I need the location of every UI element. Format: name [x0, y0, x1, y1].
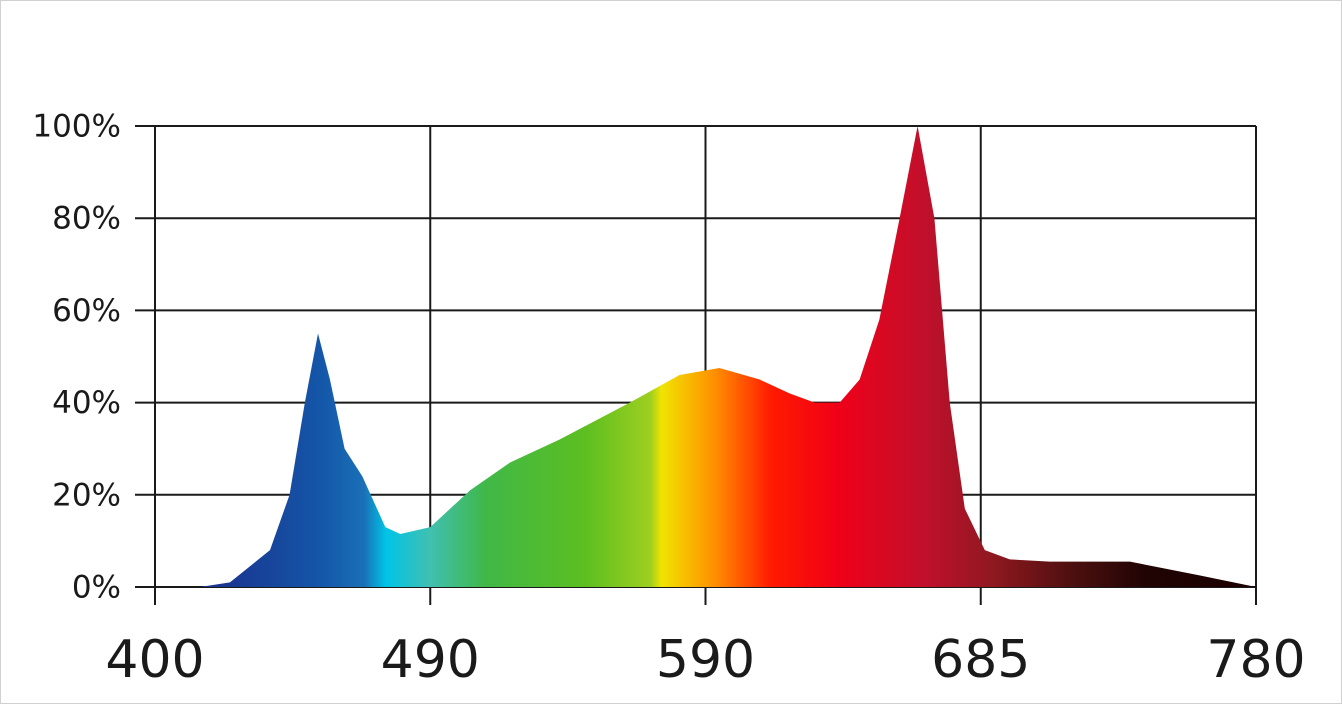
y-tick-label: 20%	[52, 477, 121, 513]
x-tick-label: 490	[381, 630, 480, 690]
y-tick-label: 80%	[52, 201, 121, 237]
y-tick-label: 40%	[52, 385, 121, 421]
x-tick-label: 400	[105, 630, 204, 690]
plot-area	[155, 126, 1256, 587]
x-tick-label: 590	[656, 630, 755, 690]
x-tick-label: 780	[1206, 630, 1305, 690]
y-tick-label: 60%	[52, 293, 121, 329]
spectrum-area	[155, 126, 1256, 587]
x-tick-label: 685	[931, 630, 1030, 690]
y-tick-label: 0%	[72, 570, 121, 606]
y-tick-label: 100%	[32, 109, 121, 145]
axis-labels: 0% 20% 40% 60% 80% 100% 400 490 590 685 780	[32, 109, 1305, 691]
